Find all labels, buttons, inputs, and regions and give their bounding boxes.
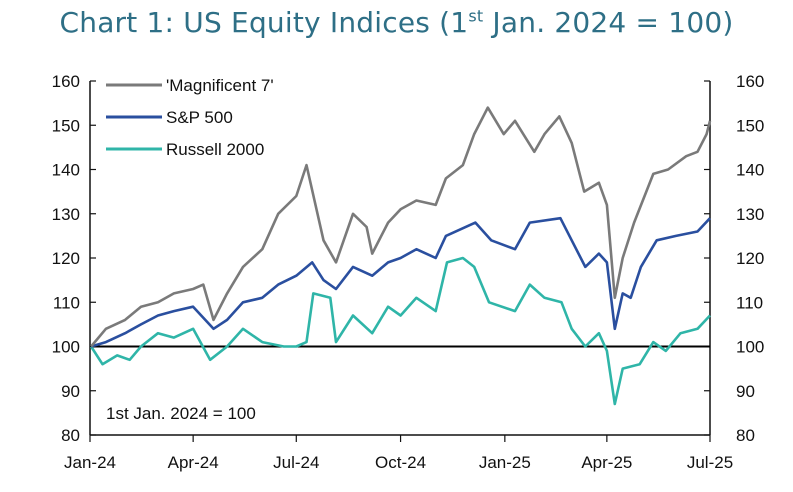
x-tick-label: Jan-25 — [479, 453, 531, 472]
x-tick-label: Jul-25 — [687, 453, 733, 472]
y-tick-label-right: 120 — [736, 249, 764, 268]
x-tick-label: Apr-25 — [581, 453, 632, 472]
chart-title: Chart 1: US Equity Indices (1st Jan. 202… — [0, 6, 793, 39]
y-tick-label: 160 — [52, 72, 80, 91]
y-tick-label-right: 80 — [736, 426, 755, 445]
y-tick-label-right: 90 — [736, 382, 755, 401]
y-tick-label: 150 — [52, 116, 80, 135]
title-prefix: Chart 1: US Equity Indices (1 — [59, 6, 469, 39]
y-tick-label-right: 160 — [736, 72, 764, 91]
x-tick-label: Jul-24 — [273, 453, 319, 472]
y-tick-label-right: 150 — [736, 116, 764, 135]
legend: 'Magnificent 7' S&P 500 Russell 2000 — [106, 76, 274, 159]
title-superscript: st — [468, 6, 484, 26]
y-tick-label: 110 — [53, 293, 80, 312]
y-tick-label: 130 — [52, 205, 80, 224]
axes-group: 80 80 90 90 100 100 110 110 120 120 130 130 140 140 15… — [52, 72, 765, 472]
y-tick-label-right: 110 — [736, 293, 763, 312]
legend-label: 'Magnificent 7' — [166, 76, 274, 95]
legend-label: S&P 500 — [166, 108, 233, 127]
x-tick-label: Jan-24 — [64, 453, 116, 472]
x-tick-label: Oct-24 — [375, 453, 426, 472]
y-tick-label: 100 — [52, 338, 80, 357]
y-tick-label-right: 130 — [736, 205, 764, 224]
y-tick-label-right: 100 — [736, 338, 764, 357]
legend-label: Russell 2000 — [166, 140, 264, 159]
y-tick-label: 90 — [61, 382, 80, 401]
series-line — [90, 106, 712, 348]
y-tick-label: 140 — [52, 161, 80, 180]
x-tick-label: Apr-24 — [168, 453, 219, 472]
series-line — [90, 216, 711, 348]
title-suffix: Jan. 2024 = 100) — [483, 6, 734, 39]
y-tick-label: 80 — [61, 426, 80, 445]
series-lines — [90, 106, 712, 406]
baseline-annotation: 1st Jan. 2024 = 100 — [106, 404, 256, 423]
y-tick-label: 120 — [52, 249, 80, 268]
series-line — [90, 256, 711, 406]
y-tick-label-right: 140 — [736, 161, 764, 180]
